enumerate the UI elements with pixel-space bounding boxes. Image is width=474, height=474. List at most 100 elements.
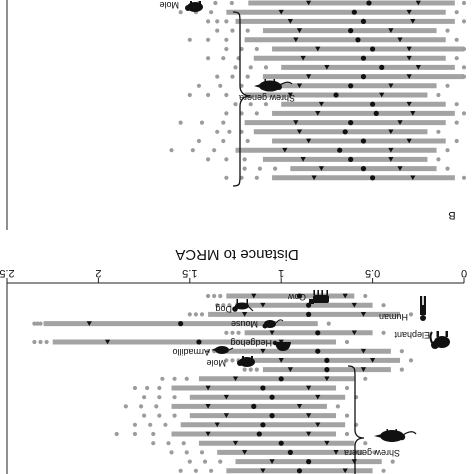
panel-b-human-icon [420, 296, 426, 321]
panel-b-row-11-outlier-dot [132, 385, 138, 391]
panel-a-row-12-outlier-dot [454, 102, 459, 107]
panel-b-row-7-outlier-dot [205, 349, 211, 354]
panel-b-row-20-quartile-marker [260, 468, 266, 474]
panel-a-row-4-quartile-marker [296, 28, 303, 33]
panel-a-row-17-outlier-dot [212, 148, 217, 153]
panel-b-row-6-mean-marker [196, 339, 202, 345]
panel-a-rows [169, 0, 467, 181]
panel-a-row-5-outlier-dot [454, 37, 459, 42]
panel-a-row-3-outlier-dot [205, 19, 211, 24]
panel-b-armadillo-label: Armadillo [172, 347, 210, 357]
panel-a-bracket-line [232, 11, 251, 187]
panel-a-row-1-quartile-marker [415, 0, 421, 6]
panel-b-row-5-outlier-dot [236, 330, 241, 335]
panel-a-row-1-outlier-dot [213, 0, 218, 6]
panel-b-row-17-outlier-dot [363, 441, 368, 446]
panel-a-row-2-outlier-dot [454, 10, 459, 15]
panel-b-row-3-outlier-dot [187, 312, 192, 317]
panel-a-row-1-quartile-marker [306, 0, 312, 6]
panel-b-row-18-quartile-marker [242, 450, 248, 455]
panel-a-row-15-outlier-dot [227, 129, 232, 134]
panel-a-row-3-outlier-dot [215, 19, 220, 24]
panel-b-row-2-quartile-marker [260, 302, 266, 308]
panel-b-row-17-quartile-marker [232, 440, 239, 446]
panel-b-row-14-quartile-marker [306, 413, 312, 418]
panel-b-row-7-outlier-dot [399, 349, 404, 354]
panel-b-row-12-outlier-dot [172, 395, 177, 400]
panel-b-row-4-quartile-marker [86, 321, 92, 326]
panel-b-dog-label: Dog [215, 304, 232, 314]
panel-a-row-10-outlier-dot [218, 83, 223, 88]
panel-b-row-8-quartile-marker [278, 358, 284, 363]
panel-b-row-1-quartile-marker [251, 293, 257, 299]
panel-a-row-14-quartile-marker [397, 120, 403, 125]
panel-a-row-20-outlier-dot [254, 175, 259, 180]
panel-b-row-6-outlier-dot [32, 339, 37, 345]
panel-b-row-14-mean-marker [269, 413, 275, 419]
panel-a-row-1-outlier-dot [229, 0, 234, 6]
panel-b-row-5-outlier-dot [381, 330, 386, 335]
panel-a-row-16-quartile-marker [406, 138, 412, 144]
panel-b-row-10-quartile-marker [232, 376, 239, 382]
panel-b-x-tick-label: 2 [95, 267, 101, 279]
panel-b-row-8-outlier-dot [408, 358, 414, 363]
panel-b-row-13-outlier-dot [123, 404, 128, 409]
panel-b-x-axis-ticks: 0 0.5 1 1.5 2 2.5 [0, 267, 467, 283]
panel-a-row-3-mean-marker [360, 18, 367, 24]
panel-b-row-2-outlier-dot [227, 303, 232, 308]
panel-a-row-13-outlier-dot [224, 111, 229, 116]
panel-a-row-6-outlier-dot [461, 46, 467, 52]
panel-b-row-11-outlier-dot [344, 385, 350, 391]
panel-b-row-19-outlier-dot [390, 459, 395, 464]
panel-a-row-19-outlier-dot [242, 166, 247, 171]
panel-a-row-14-outlier-dot [221, 120, 226, 125]
panel-a-row-18-outlier-dot [224, 157, 229, 162]
panel-a-row-12-outlier-dot [263, 102, 269, 107]
panel-b-mouse-icon [262, 319, 284, 329]
panel-b-row-1-outlier-dot [218, 293, 223, 299]
panel-b-row-7-quartile-marker [360, 348, 367, 354]
panel-a-row-13-quartile-marker [410, 111, 416, 116]
panel-b-row-14-outlier-dot [157, 413, 162, 418]
panel-a-row-9-outlier-dot [215, 74, 220, 79]
panel-b-row-20-outlier-dot [193, 468, 198, 473]
panel-b-row-4-outlier-dot [32, 321, 37, 326]
panel-a-row-4-outlier-dot [445, 28, 450, 33]
panel-b-row-20-quartile-marker [342, 468, 348, 474]
panel-b-shrew-icon [374, 429, 417, 442]
panel-a-row-18-outlier-dot [436, 157, 441, 162]
panel-a-row-20-quartile-marker [410, 175, 416, 181]
panel-b-row-11-quartile-marker [205, 385, 211, 391]
panel-b-row-11-quartile-marker [306, 385, 312, 391]
panel-b-row-14-outlier-dot [172, 413, 177, 418]
panel-a-row-6-quartile-marker [406, 46, 412, 52]
panel-a-row-19-quartile-marker [397, 166, 403, 171]
panel-a-row-4-outlier-dot [230, 28, 235, 33]
panel-a-row-7-quartile-marker [300, 55, 306, 61]
panel-a-row-2-mean-marker [351, 9, 357, 15]
panel-b-row-2-outlier-dot [221, 303, 226, 308]
panel-b-row-12-outlier-dot [157, 395, 162, 400]
panel-a-row-18-mean-marker [348, 156, 354, 162]
panel-a-row-15-outlier-dot [215, 129, 220, 134]
panel-a-row-5-outlier-dot [205, 37, 211, 42]
panel-b-row-1-outlier-dot [205, 293, 211, 299]
panel-a-row-12-quartile-marker [406, 101, 412, 107]
panel-a-row-8-quartile-marker [324, 65, 330, 70]
panel-b-row-9-quartile-marker [287, 367, 293, 372]
panel-b-armadillo-icon [211, 346, 234, 354]
panel-a-row-11-outlier-dot [224, 92, 229, 98]
panel-a-shrew-bracket [232, 11, 251, 187]
panel-b-row-8-mean-marker [324, 357, 330, 363]
panel-b-row-12-mean-marker [269, 394, 275, 400]
panel-b-row-16-mean-marker [256, 431, 262, 437]
panel-a-row-12-outlier-dot [233, 102, 238, 107]
panel-b-row-9-outlier-dot [399, 367, 404, 372]
panel-a-row-11-outlier-dot [205, 92, 211, 98]
panel-b-cow-label: Cow [287, 292, 306, 302]
panel-a-row-7-outlier-dot [205, 56, 211, 61]
panel-a: Shrew genera Mole B [6, 0, 467, 230]
panel-a-row-10-outlier-dot [445, 83, 450, 88]
panel-b-row-5-quartile-marker [269, 330, 275, 336]
